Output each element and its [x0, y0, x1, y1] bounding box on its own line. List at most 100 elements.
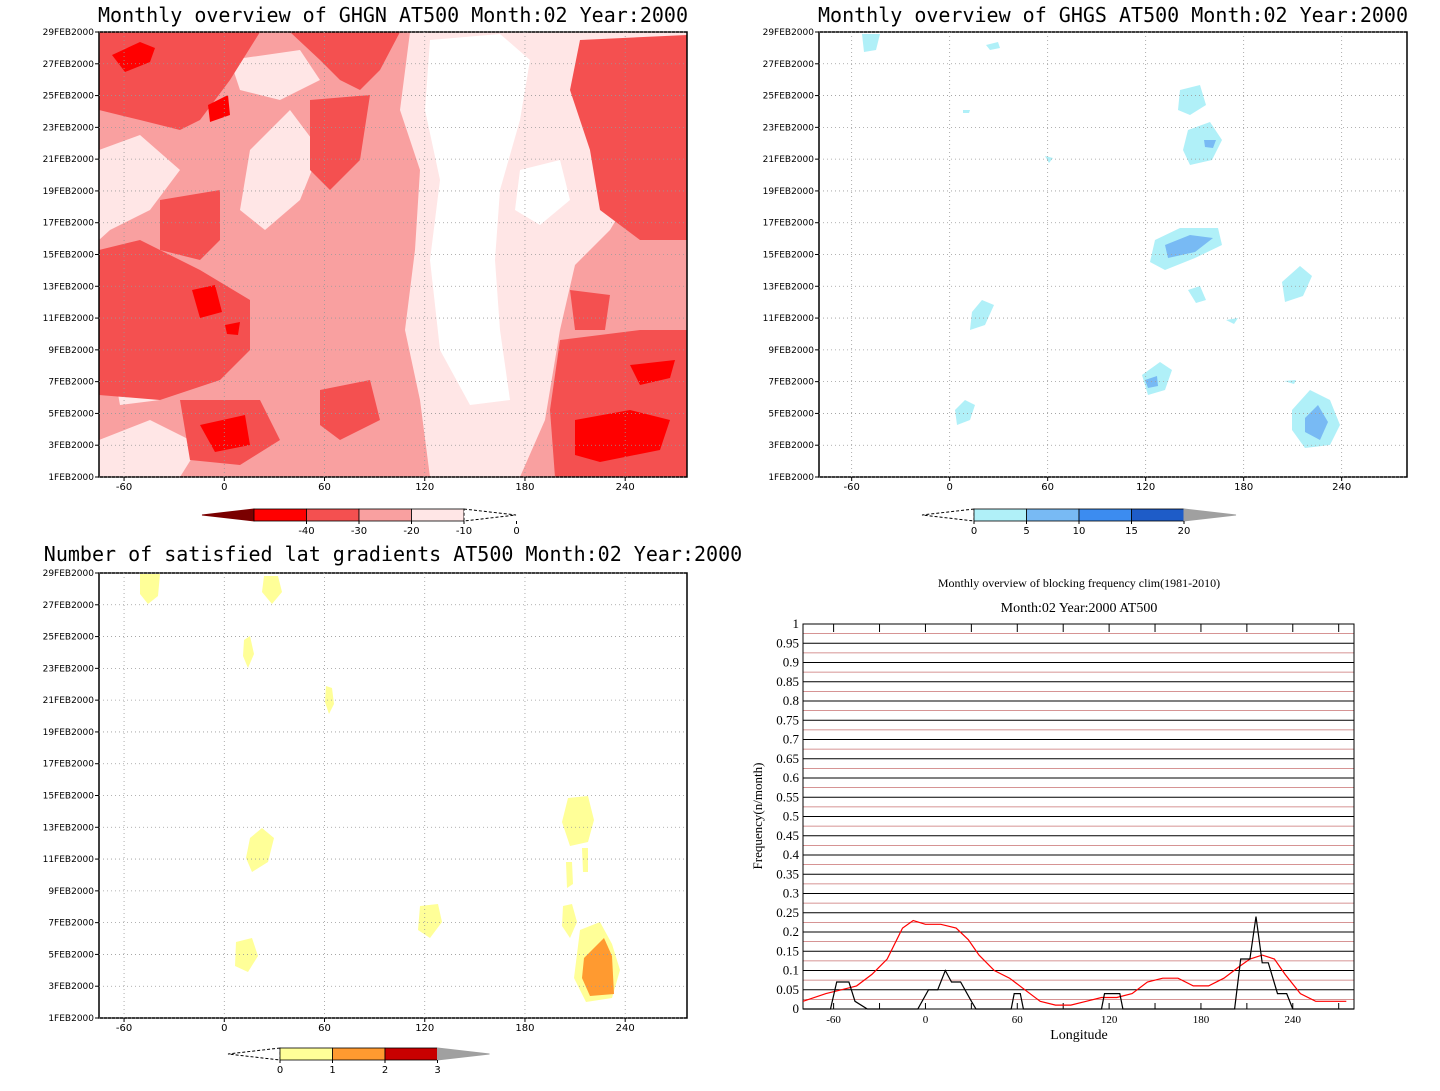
- y-tick-label: 13FEB2000: [43, 282, 95, 292]
- freq-y-tick-label: 0.15: [776, 943, 799, 958]
- y-tick-label: 9FEB2000: [48, 346, 94, 356]
- ghgn-band-strong-3: [192, 285, 222, 318]
- colorbar-segment: [1078, 508, 1132, 522]
- ghgn-band-light-4: [99, 420, 200, 477]
- x-tick-label: 120: [1136, 482, 1155, 493]
- freq-title: Monthly overview of blocking frequency c…: [938, 576, 1220, 590]
- freq-ylabel: Frequency(n/month): [750, 763, 765, 870]
- colorbar-segment: [279, 1047, 333, 1061]
- grad-contours: [140, 574, 620, 1002]
- colorbar-label: 1: [329, 1065, 335, 1076]
- y-tick-label: 19FEB2000: [43, 728, 95, 738]
- y-tick-label: 3FEB2000: [768, 441, 814, 451]
- colorbar-right-triangle: [1183, 508, 1237, 522]
- y-tick-label: 29FEB2000: [43, 28, 95, 38]
- colorbar-left-triangle: [201, 508, 255, 522]
- y-tick-label: 29FEB2000: [43, 569, 95, 579]
- freq-y-tick-label: 1: [793, 616, 800, 631]
- colorbar-label: 0: [971, 526, 977, 537]
- colorbar-label: -30: [351, 526, 367, 537]
- y-tick-label: 7FEB2000: [768, 378, 814, 388]
- y-tick-label: 21FEB2000: [763, 155, 815, 165]
- colorbar-segment: [358, 508, 412, 522]
- freq-series-year-line: [803, 916, 1354, 1010]
- x-tick-label: 120: [415, 1023, 434, 1034]
- ghgs-blob-3: [963, 110, 970, 113]
- grad-blob-2: [262, 576, 282, 604]
- freq-grid: [803, 623, 1354, 1010]
- colorbar-label: 20: [1178, 526, 1191, 537]
- colorbar-right-triangle: [437, 1047, 490, 1061]
- freq-x-tick-label: 180: [1193, 1014, 1210, 1026]
- x-tick-label: 0: [946, 482, 952, 493]
- ghgn-axes: 29FEB2000 27FEB2000 25FEB2000 23FEB2000 21FE…: [43, 28, 687, 493]
- ghgs-blob-5: [1183, 122, 1222, 165]
- grad-blob-11: [235, 938, 258, 972]
- y-tick-label: 19FEB2000: [763, 187, 815, 197]
- freq-x-tick-label: 120: [1101, 1014, 1118, 1026]
- freq-y-tick-label: 0.6: [783, 770, 800, 785]
- colorbar-label: 0: [277, 1065, 283, 1076]
- colorbar-label: 3: [434, 1065, 440, 1076]
- ghgs-blob-1: [862, 34, 880, 52]
- freq-x-tick-label: 240: [1285, 1014, 1302, 1026]
- y-tick-label: 21FEB2000: [43, 155, 95, 165]
- freq-y-tick-label: 0.75: [776, 712, 799, 727]
- ghgs-contours: [862, 34, 1340, 448]
- x-tick-label: 180: [515, 1023, 534, 1034]
- grad-blob-6: [246, 828, 274, 872]
- ghgs-blob-5-core: [1204, 140, 1216, 148]
- freq-y-tick-label: 0.65: [776, 751, 799, 766]
- freq-y-tick-label: 0.4: [783, 847, 800, 862]
- y-tick-label: 19FEB2000: [43, 187, 95, 197]
- x-tick-label: 60: [318, 482, 331, 493]
- ghgn-band-light-3: [240, 110, 320, 230]
- y-tick-label: 27FEB2000: [43, 601, 95, 611]
- freq-y-tick-label: 0.35: [776, 866, 799, 881]
- y-tick-label: 9FEB2000: [48, 887, 94, 897]
- y-tick-label: 3FEB2000: [48, 982, 94, 992]
- freq-x-tick-label: 60: [1012, 1014, 1024, 1026]
- ghgn-band-strong-6: [575, 410, 670, 462]
- grad-blob-7: [582, 848, 588, 872]
- ghgn-title: Monthly overview of GHGN AT500 Month:02 …: [98, 3, 688, 27]
- freq-y-tick-label: 0.2: [783, 924, 799, 939]
- freq-y-tick-label: 0.7: [783, 732, 800, 747]
- freq-lines: [802, 916, 1354, 1010]
- ghgn-band-zero-2: [515, 160, 570, 225]
- ghgn-band-mid-8: [570, 35, 687, 240]
- freq-y-tick-label: 0.55: [776, 789, 799, 804]
- ghgs-blob-15-core: [1305, 405, 1328, 440]
- freq-y-tick-label: 0.05: [776, 982, 799, 997]
- y-tick-label: 21FEB2000: [43, 696, 95, 706]
- ghgn-band-strong-7: [630, 360, 675, 385]
- panel-grad: Number of satisfied lat gradients AT500 …: [43, 542, 743, 1076]
- freq-y-tick-label: 0.3: [783, 886, 799, 901]
- colorbar-segment: [973, 508, 1027, 522]
- freq-y-tick-label: 0.1: [783, 963, 799, 978]
- colorbar-segment: [306, 508, 360, 522]
- freq-y-tick-label: 0.45: [776, 828, 799, 843]
- x-tick-label: -60: [116, 1023, 132, 1034]
- x-tick-label: 240: [616, 1023, 635, 1034]
- colorbar-label: -10: [456, 526, 472, 537]
- ghgs-blob-13: [1284, 380, 1296, 384]
- ghgn-band-mid-3: [310, 95, 370, 190]
- freq-xlabel: Longitude: [1050, 1028, 1108, 1043]
- y-tick-label: 25FEB2000: [763, 92, 815, 102]
- ghgn-band-mid-5: [99, 240, 250, 400]
- colorbar-label: 2: [382, 1065, 388, 1076]
- ghgn-colorbar: -40 -30 -20 -10 0: [201, 508, 520, 537]
- y-tick-label: 17FEB2000: [43, 760, 95, 770]
- y-tick-label: 7FEB2000: [48, 919, 94, 929]
- y-tick-label: 17FEB2000: [763, 219, 815, 229]
- y-tick-label: 13FEB2000: [43, 823, 95, 833]
- freq-axes: 0 0.05 0.1 0.15 0.2 0.25 0.3 0.35 0.4 0.45 0.5 0.55…: [776, 616, 1340, 1026]
- y-tick-label: 1FEB2000: [48, 1014, 94, 1024]
- y-tick-label: 23FEB2000: [43, 123, 95, 133]
- colorbar-label: -20: [403, 526, 419, 537]
- colorbar-segment: [1131, 508, 1185, 522]
- ghgs-axes: 29FEB2000 27FEB2000 25FEB2000 23FEB2000 21FE…: [763, 28, 1407, 493]
- freq-y-tick-label: 0.25: [776, 905, 799, 920]
- colorbar-label: 0: [513, 526, 519, 537]
